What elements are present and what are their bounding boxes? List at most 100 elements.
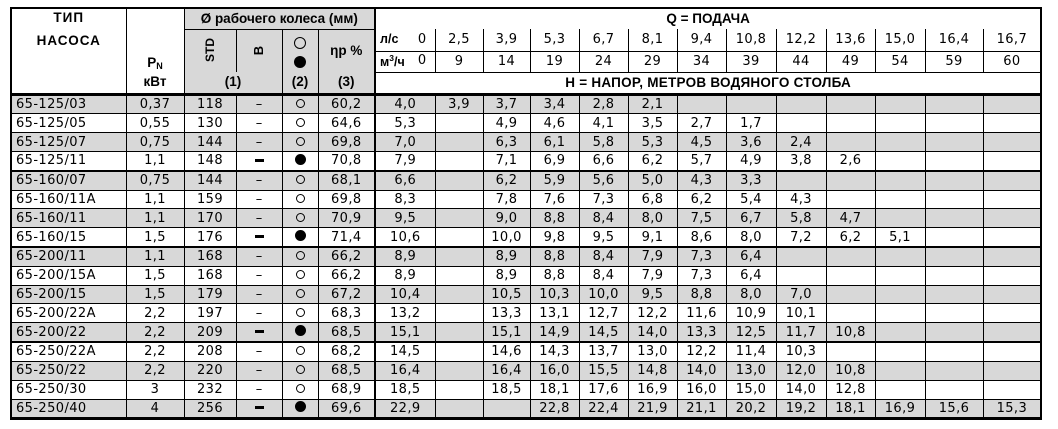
cell-head-5: 14,0 [627, 322, 678, 344]
open-circle-icon [295, 136, 305, 146]
note-3: (3) [338, 74, 355, 89]
cell-head-3: 16,0 [529, 360, 580, 381]
header-row-flow-ls: STD В (2) ηp % (3) л/с 0 2,5 3,9 5,3 6,7 8,1 9,… [11, 28, 1042, 94]
flow-m3h-5: 29 [627, 51, 678, 73]
cell-marker [281, 113, 319, 134]
cell-impeller-std: 209 [183, 322, 237, 344]
flow-m3h-10: 54 [874, 51, 926, 73]
cell-head-5: 6,8 [627, 189, 678, 210]
cell-head-1 [434, 265, 484, 286]
cell-head-4: 15,5 [578, 360, 629, 381]
cell-head-4: 5,8 [578, 132, 629, 152]
cell-head-10 [874, 92, 926, 115]
cell-head-2: 8,9 [482, 246, 531, 267]
cell-head-0: 16,4 [374, 360, 436, 381]
pump-performance-table: ТИП НАСОСА PN кВт Ø рабочего колеса (мм)… [10, 7, 1043, 421]
cell-marker [281, 150, 319, 172]
cell-head-4: 7,3 [578, 189, 629, 210]
dash-icon [254, 158, 264, 162]
cell-head-10 [874, 189, 926, 210]
cell-head-2: 7,8 [482, 189, 531, 210]
cell-head-8 [775, 246, 827, 267]
header-pump-type: ТИП НАСОСА [10, 7, 127, 95]
flow-m3h-12: 60 [982, 51, 1042, 73]
cell-power: 1,1 [125, 189, 185, 210]
cell-impeller-std: 130 [183, 113, 237, 134]
cell-impeller-b: – [235, 170, 283, 191]
cell-head-8: 2,4 [775, 132, 827, 152]
cell-efficiency: 69,8 [317, 189, 376, 210]
cell-impeller-b: – [235, 132, 283, 152]
cell-head-11 [924, 189, 984, 210]
cell-marker [281, 189, 319, 210]
cell-head-9 [825, 170, 876, 191]
pump-type-label-line2: НАСОСА [36, 32, 101, 48]
cell-head-0: 8,3 [374, 189, 436, 210]
flow-ls-6: 9,4 [676, 29, 727, 52]
flow-ls-unit-label: л/с [380, 32, 399, 47]
cell-head-2: 10,0 [482, 227, 531, 249]
cell-head-5: 9,5 [627, 284, 678, 305]
cell-pump-type: 65-250/30 [10, 379, 127, 400]
cell-head-1 [434, 150, 484, 172]
cell-head-9 [825, 189, 876, 210]
cell-head-0: 7,0 [374, 132, 436, 152]
cell-head-12 [982, 341, 1042, 362]
cell-head-0: 7,9 [374, 150, 436, 172]
table-row-65-250/40: 65-250/40 4 256 69,6 22,9 22,8 22,4 21,9 21,1 20,… [10, 398, 1042, 420]
cell-head-3: 18,1 [529, 379, 580, 400]
flow-ls-9: 13,6 [825, 29, 876, 52]
cell-pump-type: 65-160/07 [10, 170, 127, 191]
cell-head-1 [434, 398, 484, 420]
cell-head-6: 8,6 [676, 227, 727, 249]
power-label: PN кВт [127, 56, 183, 93]
head-row-label: Н = НАПОР, МЕТРОВ ВОДЯНОГО СТОЛБА [374, 71, 1042, 95]
cell-head-7: 20,2 [725, 398, 777, 420]
cell-pump-type: 65-200/15 [10, 284, 127, 305]
cell-power: 4 [125, 398, 185, 420]
table-row-65-200/15A: 65-200/15A 1,5 168–66,2 8,9 8,9 8,8 8,4 7,9 7,3 6… [10, 265, 1042, 286]
cell-impeller-b: – [235, 208, 283, 229]
flow-ls-3: 5,3 [529, 29, 580, 52]
flow-m3h-2: 14 [482, 51, 531, 73]
cell-head-3: 6,9 [529, 150, 580, 172]
power-unit: кВт [143, 74, 167, 89]
flow-m3h-unit-label: м3/ч [380, 53, 405, 70]
cell-head-3: 14,3 [529, 341, 580, 362]
cell-head-11 [924, 265, 984, 286]
flow-m3h-8: 44 [775, 51, 827, 73]
cell-power: 2,2 [125, 303, 185, 324]
cell-head-11 [924, 227, 984, 249]
dash-icon: – [255, 134, 263, 150]
cell-power: 1,5 [125, 265, 185, 286]
cell-marker [281, 92, 319, 115]
header-impeller-std: STD [183, 28, 237, 72]
dash-icon: – [255, 210, 263, 226]
cell-power: 1,5 [125, 284, 185, 305]
cell-head-7: 8,0 [725, 284, 777, 305]
cell-impeller-b: – [235, 189, 283, 210]
cell-head-3: 8,8 [529, 246, 580, 267]
cell-head-7: 5,4 [725, 189, 777, 210]
open-circle-icon [295, 212, 305, 222]
cell-head-12: 15,3 [982, 398, 1042, 420]
flow-m3h-11: 59 [924, 51, 984, 73]
cell-efficiency: 60,2 [317, 92, 376, 115]
cell-power: 2,2 [125, 322, 185, 344]
cell-head-3: 14,9 [529, 322, 580, 344]
cell-efficiency: 71,4 [317, 227, 376, 249]
cell-head-7: 1,7 [725, 113, 777, 134]
cell-pump-type: 65-160/15 [10, 227, 127, 249]
cell-head-7: 6,4 [725, 265, 777, 286]
cell-head-4: 6,6 [578, 150, 629, 172]
cell-head-11 [924, 284, 984, 305]
cell-head-12 [982, 246, 1042, 267]
cell-head-5: 14,8 [627, 360, 678, 381]
table-row-65-160/15: 65-160/15 1,5 176 71,4 10,6 10,0 9,8 9,5 9,1 8,6 8… [10, 227, 1042, 249]
cell-head-12 [982, 322, 1042, 344]
cell-impeller-b: – [235, 341, 283, 362]
cell-head-6: 7,5 [676, 208, 727, 229]
cell-head-10 [874, 360, 926, 381]
marker-legend-stack [283, 36, 317, 71]
cell-head-7: 4,9 [725, 150, 777, 172]
